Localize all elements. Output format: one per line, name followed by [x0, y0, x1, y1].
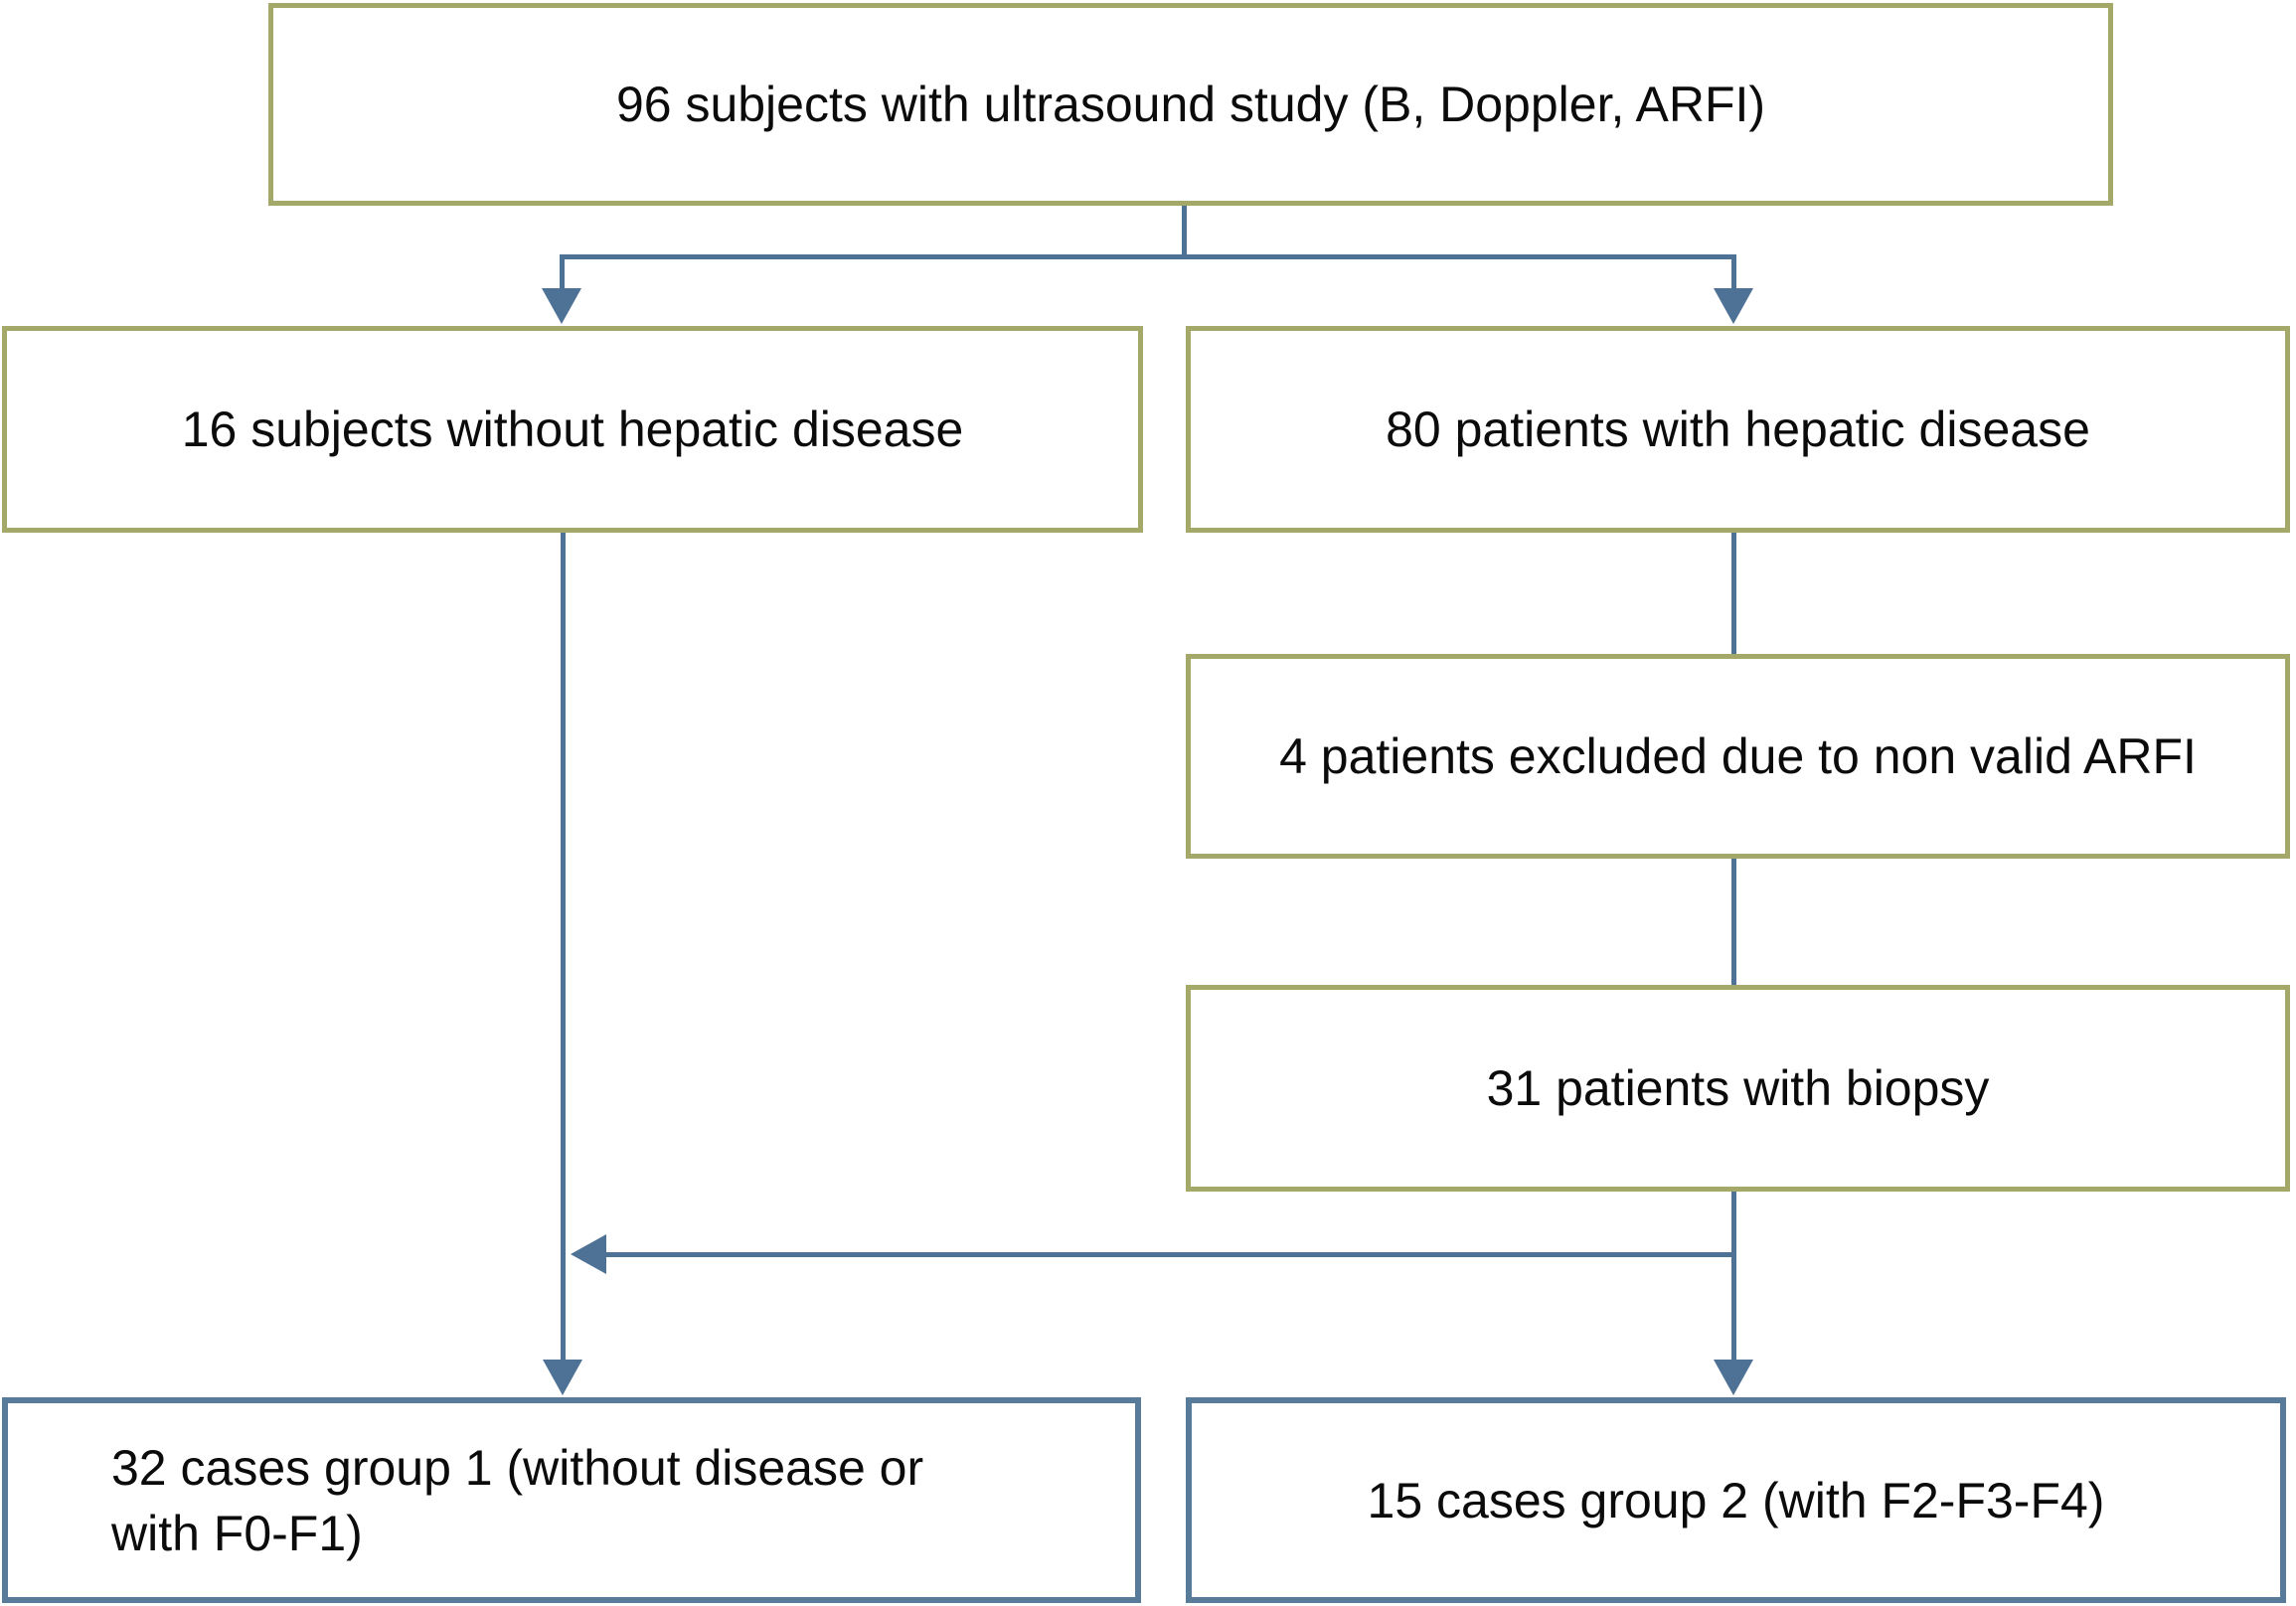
connector-top-stem: [1182, 206, 1187, 259]
arrow-down-icon: [1714, 1360, 1753, 1395]
connector-left-branch-stub: [560, 254, 565, 292]
node-with-hepatic-disease: 80 patients with hepatic disease: [1186, 326, 2290, 533]
connector-right-branch-stub: [1731, 254, 1736, 292]
node-without-hepatic-disease-label: 16 subjects without hepatic disease: [181, 402, 964, 457]
connector-biopsy-to-group1: [604, 1252, 1736, 1257]
arrow-left-icon: [571, 1234, 606, 1274]
node-group2-label: 15 cases group 2 (with F2-F3-F4): [1367, 1472, 2105, 1528]
node-excluded-arfi-label: 4 patients excluded due to non valid ARF…: [1279, 728, 2197, 784]
node-ultrasound-study: 96 subjects with ultrasound study (B, Do…: [268, 3, 2113, 206]
connector-biopsy-to-group2: [1731, 1192, 1736, 1364]
node-biopsy-label: 31 patients with biopsy: [1486, 1060, 1990, 1116]
node-group1-label: 32 cases group 1 (without disease or wit…: [111, 1439, 924, 1561]
node-excluded-arfi: 4 patients excluded due to non valid ARF…: [1186, 654, 2290, 859]
connector-top-split: [560, 254, 1736, 259]
node-ultrasound-study-label: 96 subjects with ultrasound study (B, Do…: [615, 77, 1766, 132]
arrow-down-icon: [1714, 288, 1753, 324]
node-with-hepatic-disease-label: 80 patients with hepatic disease: [1386, 402, 2090, 457]
node-group2: 15 cases group 2 (with F2-F3-F4): [1186, 1397, 2286, 1603]
connector-left-column: [561, 533, 566, 1364]
arrow-down-icon: [543, 1360, 582, 1395]
arrow-down-icon: [542, 288, 581, 324]
connector-disease-to-excluded: [1731, 533, 1736, 654]
node-group1: 32 cases group 1 (without disease or wit…: [2, 1397, 1141, 1603]
connector-excluded-to-biopsy: [1731, 859, 1736, 985]
node-biopsy: 31 patients with biopsy: [1186, 985, 2290, 1192]
node-without-hepatic-disease: 16 subjects without hepatic disease: [2, 326, 1143, 533]
